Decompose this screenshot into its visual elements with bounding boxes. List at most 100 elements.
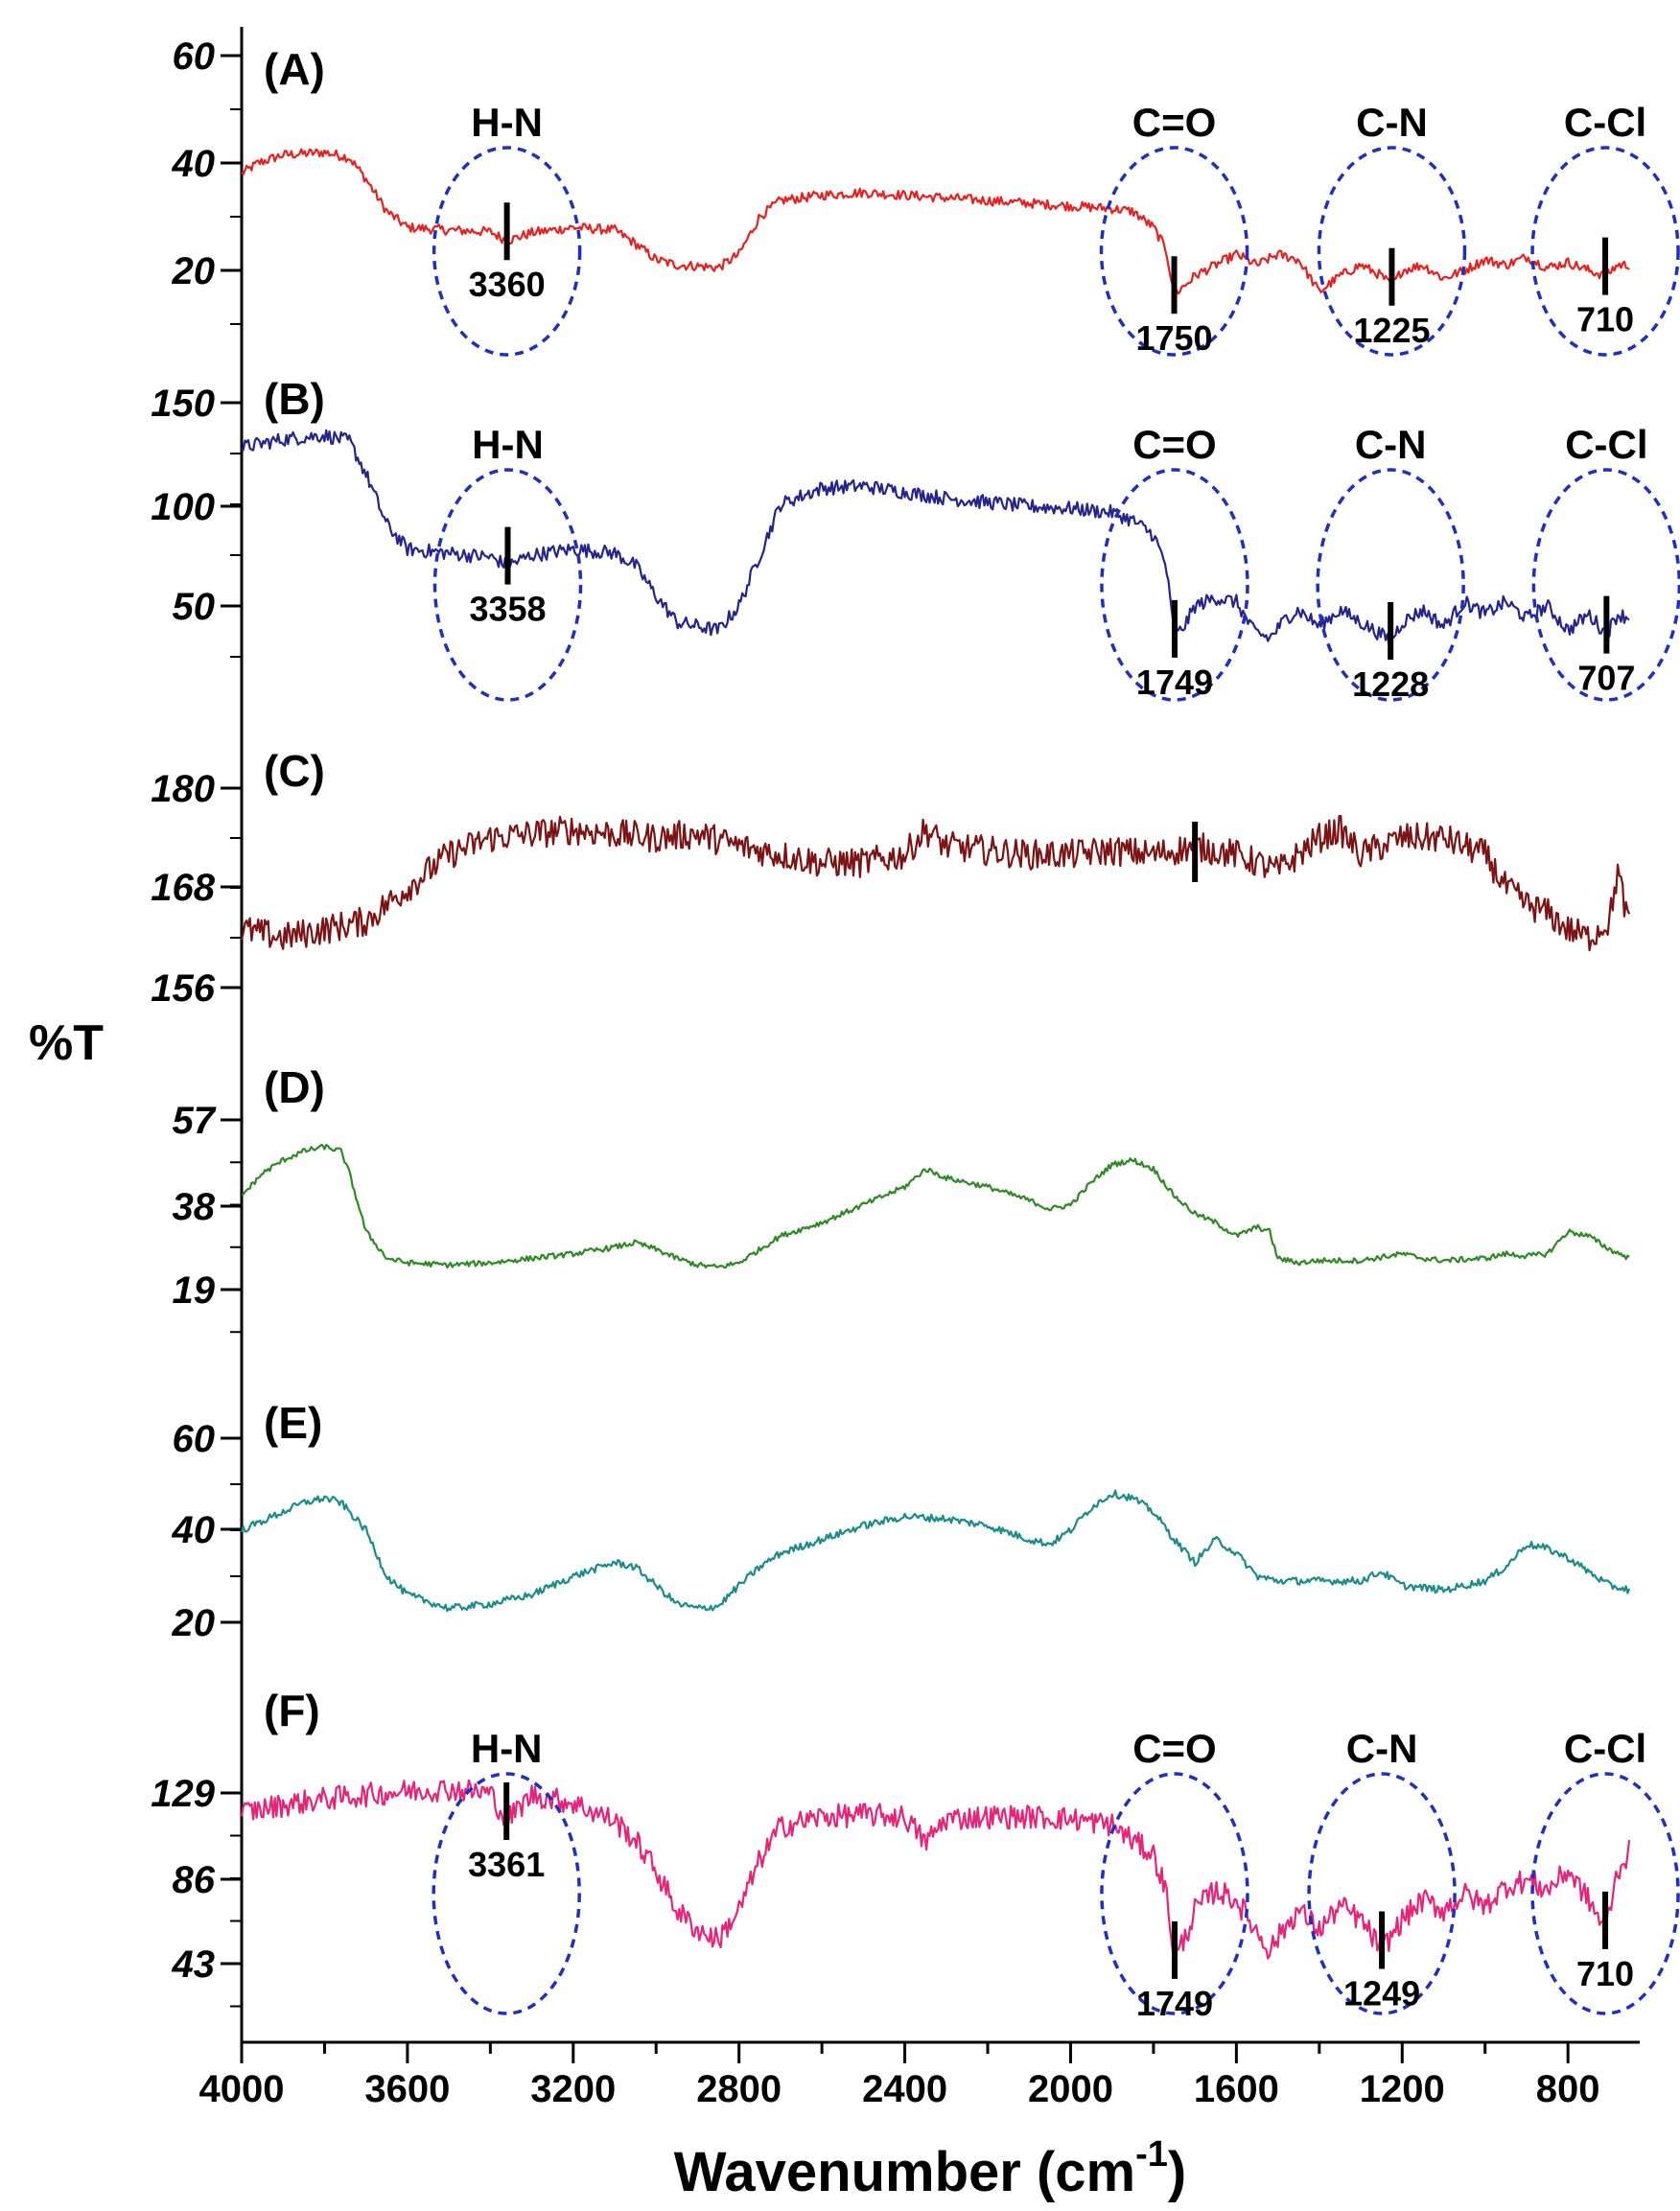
y-tick-label: 129 bbox=[151, 1773, 215, 1815]
spectrum-line bbox=[241, 148, 1630, 296]
panel-label: (B) bbox=[264, 374, 325, 424]
x-tick-label: 2000 bbox=[1028, 2068, 1113, 2110]
spectrum-line bbox=[240, 1779, 1631, 1960]
assignment-cn: C-N 1249 bbox=[1307, 1726, 1457, 2015]
peak-label: 707 bbox=[1577, 659, 1635, 698]
assignment-ellipse bbox=[1531, 468, 1680, 702]
assignment-ellipse bbox=[1530, 1772, 1680, 2015]
assignment-label: C-N bbox=[1356, 100, 1428, 145]
assignment-ellipse bbox=[1100, 468, 1249, 702]
assignment-hn: H-N 3358 bbox=[432, 422, 583, 702]
x-axis: 4000 3600 3200 2800 2400 2000 1600 1200 800 bbox=[199, 2040, 1640, 2110]
panel-c: 156 168 180 (C) bbox=[151, 746, 1631, 1010]
peak-label: 1750 bbox=[1135, 318, 1212, 358]
assignment-co: C=O 1749 bbox=[1100, 422, 1249, 702]
x-tick-label: 2800 bbox=[696, 2068, 782, 2110]
assignment-ccl: C-Cl 710 bbox=[1530, 100, 1680, 357]
assignment-label: H-N bbox=[472, 422, 544, 467]
assignment-ellipse bbox=[1530, 146, 1680, 357]
y-tick-label: 150 bbox=[151, 383, 215, 425]
panel-label: (D) bbox=[264, 1062, 325, 1112]
assignment-ellipse bbox=[432, 146, 582, 357]
assignment-ellipse bbox=[1100, 1772, 1249, 2015]
y-axis-title: %T bbox=[29, 1015, 104, 1071]
spectra-panels: 20 40 60 (A) H-N 3360 C=O 1750 C-N 1225 C-Cl 710 50 1… bbox=[151, 27, 1680, 2042]
assignment-co: C=O 1750 bbox=[1099, 100, 1249, 358]
peak-label: 1249 bbox=[1343, 1974, 1420, 2013]
spectrum-line bbox=[240, 1489, 1631, 1613]
panel-label: (A) bbox=[264, 44, 325, 94]
peak-label: 3361 bbox=[468, 1845, 545, 1884]
assignment-ellipse bbox=[432, 468, 583, 702]
peak-label: 3360 bbox=[469, 265, 546, 304]
y-tick-label: 19 bbox=[173, 1269, 216, 1312]
y-tick-label: 57 bbox=[173, 1100, 217, 1142]
x-tick-label: 3200 bbox=[530, 2068, 616, 2110]
peak-label: 3358 bbox=[469, 590, 546, 629]
assignment-label: C=O bbox=[1132, 422, 1217, 467]
y-tick-label: 180 bbox=[151, 768, 215, 810]
y-tick-label: 20 bbox=[172, 250, 216, 292]
y-tick-label: 168 bbox=[151, 867, 215, 909]
assignment-ccl: C-Cl 707 bbox=[1531, 422, 1680, 702]
assignment-ellipse bbox=[1316, 468, 1465, 702]
assignment-ellipse bbox=[432, 1772, 581, 2015]
panel-d: 19 38 57 (D) bbox=[173, 1062, 1630, 1334]
y-tick-label: 40 bbox=[172, 1509, 216, 1551]
assignment-label: C-N bbox=[1355, 422, 1427, 467]
assignment-cn: C-N 1225 bbox=[1317, 100, 1467, 357]
assignment-hn: H-N 3360 bbox=[432, 100, 582, 357]
peak-label: 710 bbox=[1576, 1954, 1634, 1993]
y-tick-label: 86 bbox=[173, 1859, 216, 1901]
x-tick-label: 3600 bbox=[364, 2068, 450, 2110]
assignment-ellipse bbox=[1099, 146, 1249, 357]
x-axis-title-exponent: -1 bbox=[1135, 2134, 1168, 2175]
peak-label: 1225 bbox=[1353, 311, 1430, 350]
assignment-label: C-Cl bbox=[1565, 422, 1647, 467]
assignment-label: C-Cl bbox=[1564, 1726, 1646, 1771]
y-tick-label: 40 bbox=[172, 143, 216, 185]
x-axis-title-main: Wavenumber (cm bbox=[674, 2141, 1135, 2203]
x-tick-label: 1200 bbox=[1360, 2068, 1445, 2110]
peak-label: 710 bbox=[1576, 300, 1634, 339]
x-tick-label: 4000 bbox=[199, 2068, 285, 2110]
y-tick-label: 156 bbox=[151, 967, 215, 1010]
assignment-label: H-N bbox=[471, 100, 543, 145]
x-axis-title: Wavenumber (cm-1) bbox=[674, 2134, 1186, 2203]
x-tick-label: 1600 bbox=[1194, 2068, 1279, 2110]
panel-b: 50 100 150 (B) H-N 3358 C=O 1749 C-N 1228 C-Cl 707 bbox=[151, 374, 1680, 704]
peak-label: 1228 bbox=[1352, 664, 1429, 704]
y-tick-label: 100 bbox=[151, 486, 215, 528]
assignment-hn: H-N 3361 bbox=[432, 1726, 581, 2015]
peak-label: 1749 bbox=[1136, 663, 1213, 702]
y-tick-label: 50 bbox=[173, 586, 216, 628]
spectrum-line bbox=[241, 1143, 1630, 1269]
y-tick-label: 60 bbox=[173, 1418, 216, 1460]
peak-label: 1749 bbox=[1136, 1984, 1213, 2023]
panel-label: (F) bbox=[264, 1686, 320, 1735]
assignment-label: H-N bbox=[471, 1726, 543, 1771]
assignment-cn: C-N 1228 bbox=[1316, 422, 1465, 704]
assignment-co: C=O 1749 bbox=[1100, 1726, 1249, 2023]
assignment-label: C-N bbox=[1346, 1726, 1418, 1771]
panel-e: 20 40 60 (E) bbox=[172, 1398, 1631, 1644]
assignment-label: C-Cl bbox=[1564, 100, 1646, 145]
y-tick-label: 60 bbox=[173, 35, 216, 78]
assignment-ellipse bbox=[1317, 146, 1467, 357]
assignment-ccl: C-Cl 710 bbox=[1530, 1726, 1680, 2015]
assignment-label: C=O bbox=[1132, 100, 1217, 145]
panel-label: (E) bbox=[264, 1398, 322, 1448]
panel-a: 20 40 60 (A) H-N 3360 C=O 1750 C-N 1225 C-Cl 710 bbox=[172, 35, 1680, 358]
x-axis-title-close: ) bbox=[1168, 2141, 1186, 2203]
y-tick-label: 38 bbox=[173, 1186, 216, 1228]
spectrum-line bbox=[241, 429, 1630, 646]
spectrum-line bbox=[240, 814, 1631, 952]
y-tick-label: 20 bbox=[172, 1602, 216, 1644]
assignment-label: C=O bbox=[1132, 1726, 1217, 1771]
y-tick-label: 43 bbox=[172, 1943, 216, 1986]
x-tick-label: 2400 bbox=[862, 2068, 947, 2110]
x-tick-label: 800 bbox=[1536, 2068, 1600, 2110]
panel-label: (C) bbox=[264, 746, 325, 796]
